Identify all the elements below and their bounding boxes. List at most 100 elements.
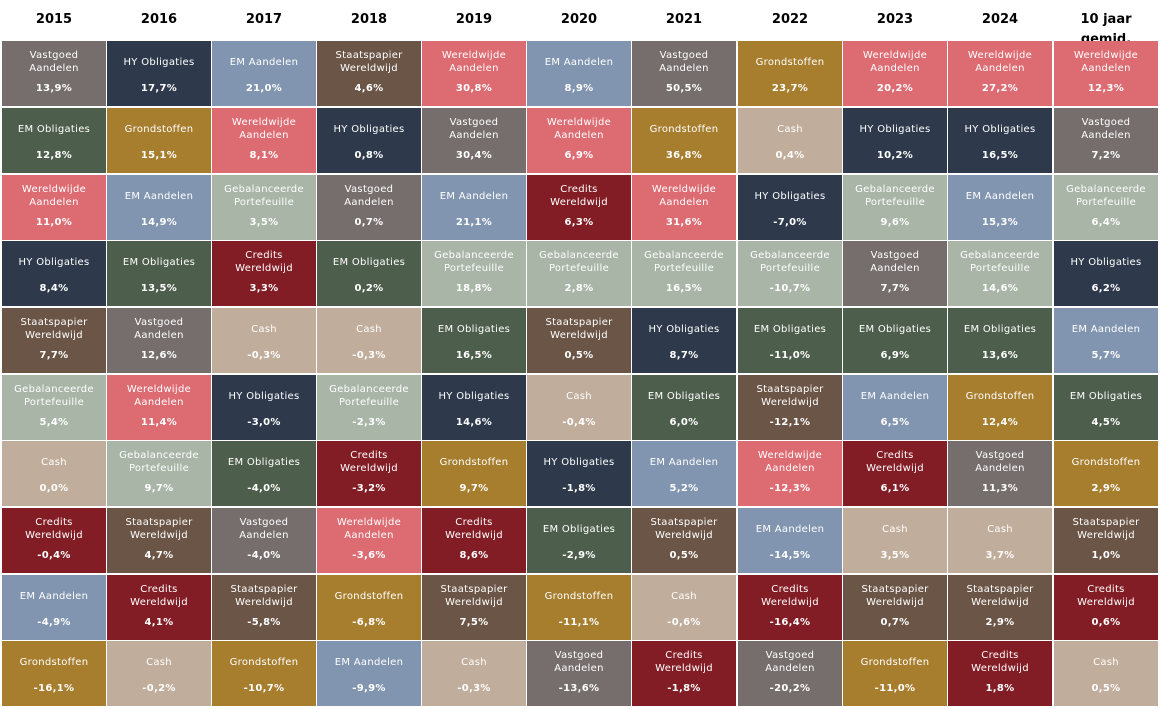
asset-class-label: Vastgoed Aandelen <box>134 317 184 341</box>
column-header: 2023 <box>876 12 914 27</box>
return-value: 4,7% <box>144 550 174 561</box>
table-cell: Vastgoed Aandelen 13,9% <box>2 41 106 106</box>
asset-class-label: Credits Wereldwijd <box>761 584 819 608</box>
table-cell: Credits Wereldwijd 3,3% <box>212 241 316 306</box>
return-value: 3,5% <box>880 550 910 561</box>
table-cell: Cash -0,3% <box>422 641 526 706</box>
table-cell: Vastgoed Aandelen 30,4% <box>422 108 526 173</box>
return-value: -13,6% <box>558 683 600 694</box>
asset-class-label: EM Obligaties <box>858 323 932 335</box>
asset-class-label: HY Obligaties <box>438 390 510 402</box>
return-value: 4,6% <box>354 83 384 94</box>
asset-class-label: HY Obligaties <box>228 390 300 402</box>
asset-class-label: Cash <box>461 656 487 668</box>
table-cell: Grondstoffen 12,4% <box>948 375 1052 440</box>
asset-class-label: Gebalanceerde Portefeuille <box>960 250 1040 274</box>
return-value: 31,6% <box>665 217 703 228</box>
table-cell: Grondstoffen -6,8% <box>317 575 421 640</box>
table-cell: Wereldwijde Aandelen 12,3% <box>1054 41 1158 106</box>
asset-class-label: Cash <box>251 323 277 335</box>
table-cell: Staatspapier Wereldwijd 7,5% <box>422 575 526 640</box>
table-cell: EM Obligaties 6,9% <box>843 308 947 373</box>
return-value: -0,2% <box>142 683 176 694</box>
column-header: 2018 <box>350 12 388 27</box>
table-cell: Cash 0,0% <box>2 441 106 506</box>
table-cell: Credits Wereldwijd 0,6% <box>1054 575 1158 640</box>
asset-class-label: Wereldwijde Aandelen <box>967 50 1033 74</box>
return-value: 10,2% <box>876 150 914 161</box>
return-value: 9,7% <box>459 483 489 494</box>
asset-class-label: EM Aandelen <box>649 456 719 468</box>
return-value: 16,5% <box>981 150 1019 161</box>
table-cell: Credits Wereldwijd 4,1% <box>107 575 211 640</box>
table-cell: Wereldwijde Aandelen 6,9% <box>527 108 631 173</box>
asset-class-label: EM Obligaties <box>332 256 406 268</box>
asset-class-label: Vastgoed Aandelen <box>29 50 79 74</box>
asset-class-label: Staatspapier Wereldwijd <box>440 584 508 608</box>
asset-class-label: Credits Wereldwijd <box>655 650 713 674</box>
asset-class-label: Wereldwijde Aandelen <box>126 384 192 408</box>
return-value: 21,0% <box>245 83 283 94</box>
table-cell: Credits Wereldwijd -3,2% <box>317 441 421 506</box>
return-value: 30,8% <box>455 83 493 94</box>
return-value: 8,1% <box>249 150 279 161</box>
return-value: 0,2% <box>354 283 384 294</box>
asset-class-label: Credits Wereldwijd <box>25 517 83 541</box>
return-value: 5,4% <box>39 417 69 428</box>
return-value: -0,3% <box>352 350 386 361</box>
table-cell: Credits Wereldwijd 6,3% <box>527 175 631 240</box>
return-value: 0,7% <box>880 617 910 628</box>
return-value: -0,3% <box>457 683 491 694</box>
table-cell: EM Aandelen 21,1% <box>422 175 526 240</box>
return-value: -11,0% <box>769 350 811 361</box>
asset-class-label: Grondstoffen <box>1071 456 1141 468</box>
asset-class-label: Staatspapier Wereldwijd <box>650 517 718 541</box>
table-cell: Vastgoed Aandelen -4,0% <box>212 508 316 573</box>
column-header: 10 jaar gemid. <box>1080 12 1132 47</box>
table-cell: Cash -0,6% <box>632 575 736 640</box>
return-value: -3,2% <box>352 483 386 494</box>
table-cell: Credits Wereldwijd -0,4% <box>2 508 106 573</box>
table-cell: Credits Wereldwijd -16,4% <box>738 575 842 640</box>
asset-class-label: HY Obligaties <box>964 123 1036 135</box>
asset-class-label: Gebalanceerde Portefeuille <box>1066 184 1146 208</box>
asset-class-label: Credits Wereldwijd <box>971 650 1029 674</box>
column-header: 2017 <box>245 12 283 27</box>
return-value: 7,5% <box>459 617 489 628</box>
return-value: 6,2% <box>1091 283 1121 294</box>
asset-class-label: HY Obligaties <box>859 123 931 135</box>
table-cell: Gebalanceerde Portefeuille 3,5% <box>212 175 316 240</box>
table-cell: Vastgoed Aandelen -13,6% <box>527 641 631 706</box>
return-value: -2,3% <box>352 417 386 428</box>
asset-class-label: HY Obligaties <box>1070 256 1142 268</box>
table-cell: Grondstoffen 36,8% <box>632 108 736 173</box>
table-cell: EM Aandelen 21,0% <box>212 41 316 106</box>
return-value: 1,8% <box>985 683 1015 694</box>
return-value: -14,5% <box>769 550 811 561</box>
table-cell: Cash 3,7% <box>948 508 1052 573</box>
asset-class-label: EM Obligaties <box>963 323 1037 335</box>
return-value: 13,9% <box>35 83 73 94</box>
table-cell: HY Obligaties 16,5% <box>948 108 1052 173</box>
return-value: 1,0% <box>1091 550 1121 561</box>
asset-class-label: Grondstoffen <box>649 123 719 135</box>
table-cell: Cash -0,3% <box>212 308 316 373</box>
table-cell: Grondstoffen -10,7% <box>212 641 316 706</box>
return-value: 0,8% <box>354 150 384 161</box>
asset-class-label: Cash <box>882 523 908 535</box>
return-value: -5,8% <box>247 617 281 628</box>
table-cell: EM Aandelen 5,2% <box>632 441 736 506</box>
table-cell: Gebalanceerde Portefeuille -2,3% <box>317 375 421 440</box>
asset-class-label: Wereldwijde Aandelen <box>757 450 823 474</box>
table-cell: EM Aandelen 14,9% <box>107 175 211 240</box>
return-value: -12,3% <box>769 483 811 494</box>
asset-class-label: Grondstoffen <box>965 390 1035 402</box>
asset-class-label: Gebalanceerde Portefeuille <box>750 250 830 274</box>
return-value: -4,9% <box>37 617 71 628</box>
return-value: 0,6% <box>1091 617 1121 628</box>
return-value: 17,7% <box>140 83 178 94</box>
table-cell: Staatspapier Wereldwijd 0,5% <box>632 508 736 573</box>
table-cell: Cash -0,3% <box>317 308 421 373</box>
return-value: 27,2% <box>981 83 1019 94</box>
asset-class-label: Grondstoffen <box>439 456 509 468</box>
